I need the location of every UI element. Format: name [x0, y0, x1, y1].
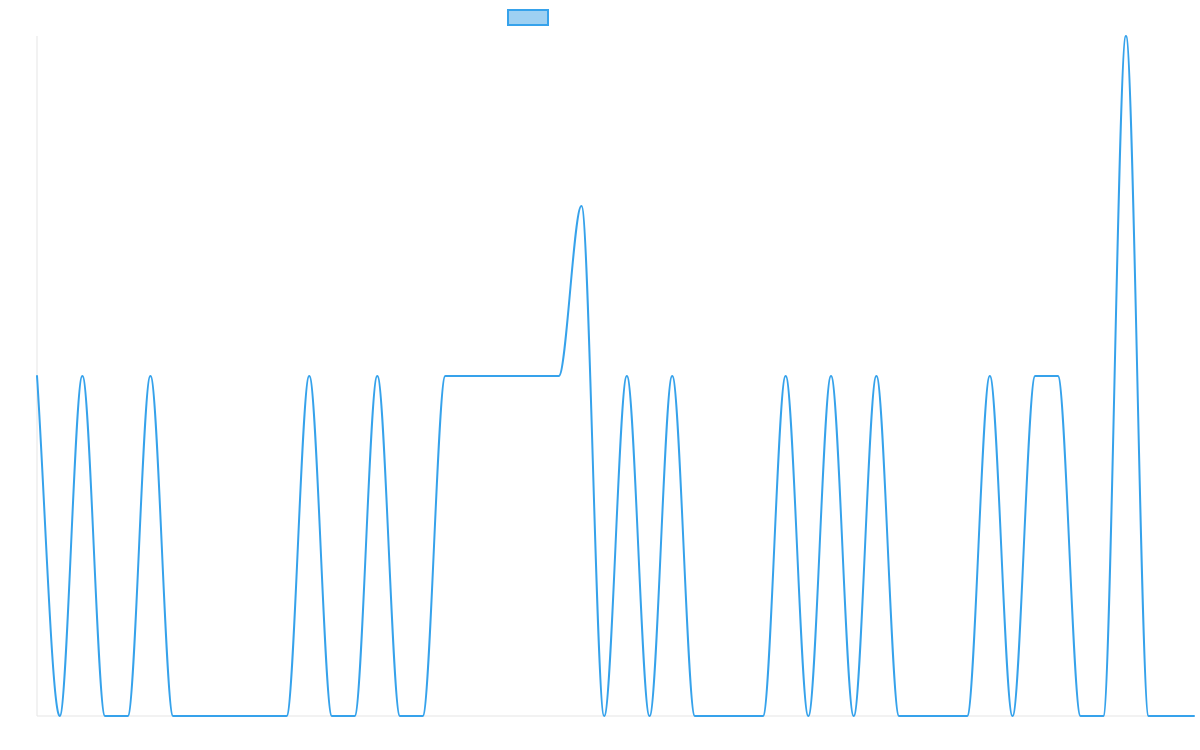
data-point[interactable] [33, 372, 41, 380]
data-point[interactable] [487, 372, 495, 380]
data-point[interactable] [419, 712, 427, 720]
data-point[interactable] [577, 202, 585, 210]
data-point[interactable] [940, 712, 948, 720]
data-point[interactable] [1077, 712, 1085, 720]
data-point[interactable] [78, 372, 86, 380]
data-point[interactable] [895, 712, 903, 720]
data-point[interactable] [1009, 712, 1017, 720]
data-point[interactable] [56, 712, 64, 720]
data-point[interactable] [305, 372, 313, 380]
data-point[interactable] [623, 372, 631, 380]
data-point[interactable] [668, 372, 676, 380]
data-point[interactable] [759, 712, 767, 720]
data-point[interactable] [1145, 712, 1153, 720]
data-point[interactable] [373, 372, 381, 380]
data-point[interactable] [1122, 32, 1130, 40]
data-point[interactable] [509, 372, 517, 380]
data-point[interactable] [986, 372, 994, 380]
data-point[interactable] [1190, 712, 1198, 720]
data-point[interactable] [736, 712, 744, 720]
data-point[interactable] [555, 372, 563, 380]
data-point[interactable] [1167, 712, 1175, 720]
data-point[interactable] [804, 712, 812, 720]
data-point[interactable] [146, 372, 154, 380]
data-point[interactable] [1099, 712, 1107, 720]
data-point[interactable] [691, 712, 699, 720]
data-point[interactable] [532, 372, 540, 380]
data-point[interactable] [850, 712, 858, 720]
data-point[interactable] [963, 712, 971, 720]
data-point[interactable] [714, 712, 722, 720]
legend-swatch[interactable] [507, 9, 549, 26]
data-point[interactable] [351, 712, 359, 720]
data-point[interactable] [192, 712, 200, 720]
data-point[interactable] [124, 712, 132, 720]
legend[interactable] [507, 9, 549, 26]
data-point[interactable] [464, 372, 472, 380]
data-point[interactable] [214, 712, 222, 720]
data-point[interactable] [827, 372, 835, 380]
data-point[interactable] [1054, 372, 1062, 380]
data-point[interactable] [441, 372, 449, 380]
data-point[interactable] [237, 712, 245, 720]
data-point[interactable] [1031, 372, 1039, 380]
data-point[interactable] [782, 372, 790, 380]
data-point[interactable] [169, 712, 177, 720]
series-marks [33, 32, 1198, 720]
data-point[interactable] [396, 712, 404, 720]
data-point[interactable] [872, 372, 880, 380]
series-line-0 [36, 35, 1195, 717]
data-point[interactable] [600, 712, 608, 720]
data-point[interactable] [646, 712, 654, 720]
data-point[interactable] [918, 712, 926, 720]
data-point[interactable] [283, 712, 291, 720]
data-point[interactable] [328, 712, 336, 720]
data-point[interactable] [101, 712, 109, 720]
data-point[interactable] [260, 712, 268, 720]
